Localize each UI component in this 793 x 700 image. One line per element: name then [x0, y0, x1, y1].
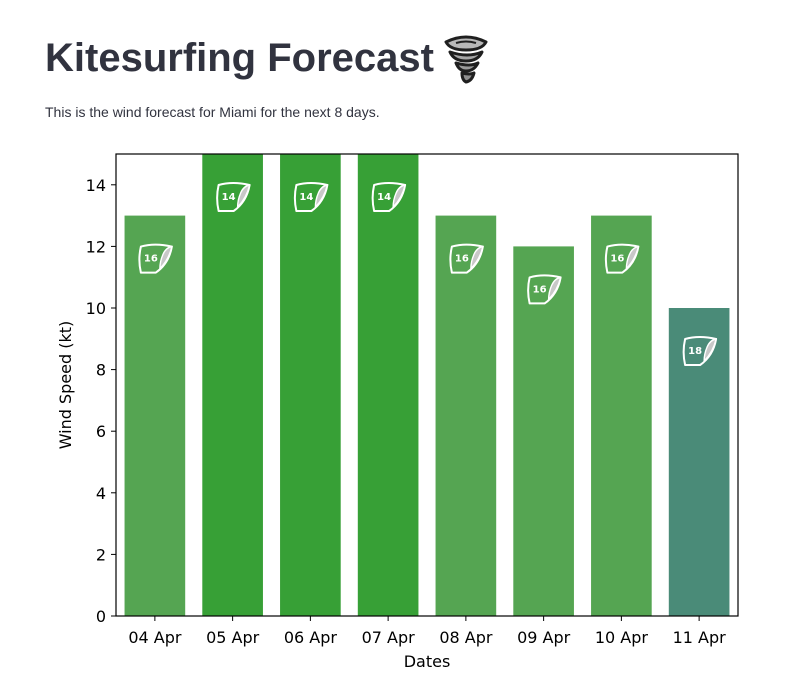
x-tick-label: 11 Apr: [673, 628, 727, 647]
x-axis-ticks: 04 Apr 05 Apr 06 Apr 07 Apr 08 Apr 09 Apr 10 A…: [128, 616, 726, 647]
bar-04-apr: [124, 215, 186, 616]
kite-icon: 16: [527, 274, 562, 305]
y-tick-label: 6: [96, 422, 106, 441]
page-description: This is the wind forecast for Miami for …: [45, 104, 380, 120]
kite-size-label: 16: [455, 254, 469, 265]
y-tick-label: 2: [96, 545, 106, 564]
page-title-text: Kitesurfing Forecast: [45, 36, 434, 80]
x-axis-label: Dates: [404, 652, 451, 671]
kite-icon: 16: [604, 243, 640, 274]
x-tick-label: 09 Apr: [517, 628, 571, 647]
kite-icon: 16: [138, 243, 173, 274]
x-tick-label: 10 Apr: [595, 628, 649, 647]
kite-size-label: 14: [299, 192, 313, 203]
y-axis-label: Wind Speed (kt): [56, 321, 75, 450]
bar-07-apr: [357, 154, 419, 616]
page-title: Kitesurfing Forecast: [45, 30, 490, 86]
kite-size-label: 18: [688, 346, 702, 357]
kite-icon: 16: [449, 243, 484, 274]
bar-09-apr: [513, 246, 574, 616]
y-tick-label: 4: [96, 484, 106, 503]
y-tick-label: 10: [86, 299, 106, 318]
y-axis-ticks: 0 2 4 6 8 10 12 14: [86, 176, 116, 626]
y-tick-label: 0: [96, 607, 106, 626]
y-tick-label: 12: [86, 237, 106, 256]
y-tick-label: 8: [96, 361, 106, 380]
x-tick-label: 06 Apr: [284, 628, 338, 647]
kite-icon: 14: [216, 182, 251, 212]
x-tick-label: 04 Apr: [128, 628, 182, 647]
bar-11-apr: [668, 308, 730, 616]
kite-icon: 14: [293, 182, 329, 212]
x-tick-label: 08 Apr: [439, 628, 493, 647]
y-tick-label: 14: [86, 176, 106, 195]
kite-size-label: 16: [533, 284, 547, 295]
kite-size-label: 16: [610, 254, 624, 265]
x-tick-label: 07 Apr: [362, 628, 416, 647]
bars-layer: [124, 154, 730, 616]
bar-10-apr: [591, 215, 652, 616]
kites-layer: 16 14 14 14 16 16 16 18: [138, 182, 718, 366]
tornado-icon: [444, 35, 488, 84]
kite-size-label: 14: [377, 192, 391, 203]
plot-frame: [115, 153, 739, 617]
kite-size-label: 16: [144, 254, 158, 265]
kite-size-label: 14: [222, 192, 236, 203]
kite-icon: 14: [371, 182, 407, 212]
bar-06-apr: [280, 154, 341, 616]
wind-forecast-chart: 16 14 14 14 16 16 16 18 0 2 4 6 8 10 12 14 04 Apr 05 Ap…: [56, 153, 739, 671]
bar-08-apr: [435, 215, 497, 616]
kite-icon: 18: [682, 336, 718, 366]
x-tick-label: 05 Apr: [206, 628, 260, 647]
bar-05-apr: [202, 154, 263, 616]
